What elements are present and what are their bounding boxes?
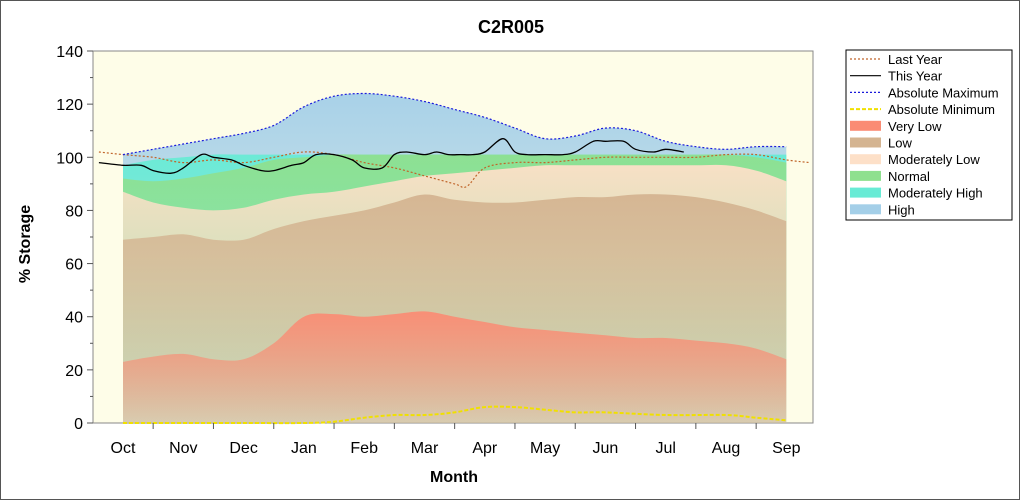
legend-label-absolute-maximum: Absolute Maximum [888, 85, 999, 100]
x-tick-label: May [530, 440, 560, 457]
x-tick-label: Feb [350, 440, 378, 457]
legend-label-very-low: Very Low [888, 119, 942, 134]
legend-label-absolute-minimum: Absolute Minimum [888, 102, 995, 117]
lines-layer [98, 92, 811, 425]
y-tick-label: 20 [65, 363, 83, 380]
legend-label-low: Low [888, 136, 912, 151]
legend-label-normal: Normal [888, 169, 930, 184]
legend-label-moderately-high: Moderately High [888, 186, 983, 201]
x-tick-label: Nov [169, 440, 197, 457]
y-tick-label: 0 [74, 416, 83, 433]
y-tick-label: 100 [56, 150, 83, 167]
legend-label-last-year: Last Year [888, 52, 943, 67]
x-tick-label: Mar [411, 440, 439, 457]
line-this-year [98, 138, 684, 174]
legend-swatch-low [850, 137, 881, 148]
y-tick-label: 140 [56, 44, 83, 61]
y-tick-label: 120 [56, 97, 83, 114]
chart-title: C2R005 [478, 17, 544, 37]
legend-label-moderately-low: Moderately Low [888, 152, 980, 167]
y-tick-label: 60 [65, 257, 83, 274]
x-tick-label: Jul [655, 440, 675, 457]
bands-layer [123, 93, 787, 423]
y-tick-label: 80 [65, 203, 83, 220]
line-absolute-minimum [122, 405, 787, 425]
y-axis-title: % Storage [17, 205, 34, 283]
legend-label-this-year: This Year [888, 69, 943, 84]
axes-layer: 0 20 40 60 80 100 120 140 Oct Nov Dec Jan Feb Mar Apr M… [56, 44, 800, 457]
x-tick-label: Sep [772, 440, 801, 457]
x-tick-label: Jan [291, 440, 317, 457]
x-tick-label: Dec [229, 440, 257, 457]
y-tick-label: 40 [65, 310, 83, 327]
legend-label-high: High [888, 202, 915, 217]
line-absolute-maximum [122, 92, 787, 156]
legend-swatch-moderately-high [850, 187, 881, 198]
x-tick-label: Oct [111, 440, 136, 457]
x-tick-label: Apr [472, 440, 498, 457]
legend-swatch-very-low [850, 120, 881, 131]
legend-swatch-moderately-low [850, 154, 881, 165]
line-last-year [98, 151, 811, 189]
band-very-low [123, 311, 787, 423]
x-axis-title: Month [430, 469, 478, 486]
legend-swatch-normal [850, 170, 881, 181]
x-tick-label: Aug [712, 440, 740, 457]
legend-swatch-high [850, 204, 881, 215]
x-tick-label: Jun [593, 440, 619, 457]
